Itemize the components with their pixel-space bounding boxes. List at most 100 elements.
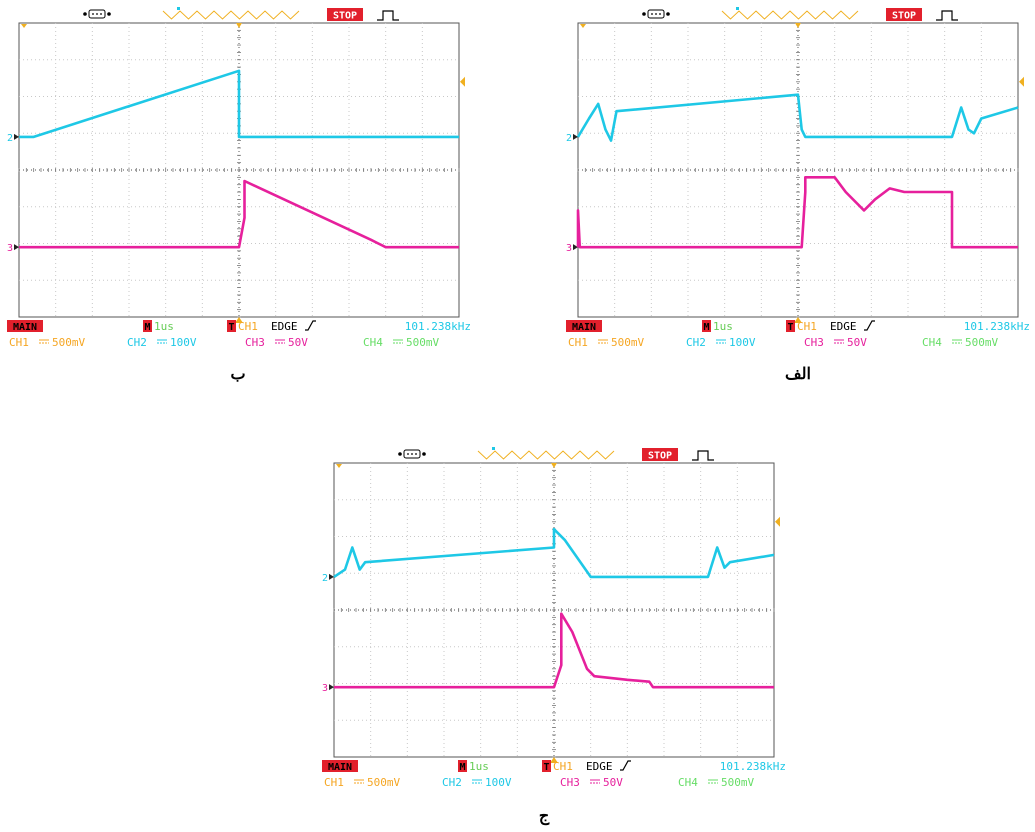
channel-scale-ch1: CH1 500mV bbox=[9, 336, 85, 349]
time-marker-label: M bbox=[144, 322, 150, 333]
channel-scale-value: 500mV bbox=[611, 336, 644, 349]
channel-scale-value: 100V bbox=[170, 336, 197, 349]
channel-arrow-icon bbox=[14, 133, 19, 140]
stop-badge bbox=[886, 8, 922, 21]
status-bar: MAIN M 1us T CH1 EDGE 101.238kHz CH1 500mV CH2 100… bbox=[566, 320, 1030, 349]
pulse-edge-icon bbox=[692, 450, 714, 461]
timebase-value: 1us bbox=[713, 320, 733, 333]
frequency-readout: 101.238kHz bbox=[720, 760, 786, 773]
channel-scale-ch4: CH4 500mV bbox=[678, 776, 754, 789]
oscilloscope-panel-b: STOP 2 3 MAIN M 1us T CH1 EDGE 101.238kHz CH1 500mV… bbox=[5, 5, 475, 355]
channel-marker-2: 2 bbox=[566, 133, 572, 144]
channel-scale-value: 500mV bbox=[367, 776, 400, 789]
trigger-position-bottom-marker bbox=[235, 317, 243, 323]
graticule bbox=[333, 462, 775, 758]
time-marker-label: M bbox=[459, 762, 465, 773]
stop-label: STOP bbox=[333, 11, 357, 22]
pulse-edge-icon bbox=[377, 10, 399, 21]
mode-label: MAIN bbox=[328, 762, 352, 773]
channel-scale-ch1: CH1 500mV bbox=[568, 336, 644, 349]
ch1-reference-marker bbox=[21, 24, 27, 28]
channel-label: CH1 bbox=[9, 336, 29, 349]
graticule bbox=[18, 22, 460, 318]
trigger-marker-label: T bbox=[228, 322, 234, 333]
scope-display: STOP 2 3 MAIN M 1us T CH1 EDGE 101.238kHz CH1 500mV… bbox=[566, 7, 1030, 349]
channel-scale-ch2: CH2 100V bbox=[686, 336, 756, 349]
channel-scale-value: 500mV bbox=[721, 776, 754, 789]
channel-marker-3: 3 bbox=[7, 243, 13, 254]
waveform-indicator-icon bbox=[477, 450, 615, 460]
main-badge bbox=[7, 320, 43, 332]
pulse-edge-icon bbox=[936, 10, 958, 21]
channel-marker-3: 3 bbox=[322, 683, 328, 694]
trigger-source: CH1 bbox=[553, 760, 573, 773]
time-marker-badge bbox=[458, 760, 467, 772]
trigger-type: EDGE bbox=[271, 320, 298, 333]
channel-label: CH3 bbox=[245, 336, 265, 349]
trigger-position-top-marker bbox=[551, 463, 557, 468]
channel-scale-ch3: CH3 50V bbox=[245, 336, 308, 349]
trigger-marker-badge bbox=[786, 320, 795, 332]
channel-scale-ch4: CH4 500mV bbox=[922, 336, 998, 349]
channel-label: CH2 bbox=[127, 336, 147, 349]
frequency-readout: 101.238kHz bbox=[964, 320, 1030, 333]
oscilloscope-panel-jim: STOP 2 3 MAIN M 1us T CH1 EDGE 101.238kHz CH1 500mV… bbox=[320, 445, 790, 795]
channel-arrow-icon bbox=[329, 684, 334, 691]
trace-ch2 bbox=[576, 93, 1019, 142]
channel-scale-value: 100V bbox=[729, 336, 756, 349]
trace-ch2 bbox=[19, 69, 459, 139]
trigger-position-marker bbox=[736, 7, 739, 10]
rising-edge-icon bbox=[305, 320, 316, 331]
caption-b: ب bbox=[230, 364, 246, 383]
trace-ch3 bbox=[19, 179, 459, 249]
trigger-marker-label: T bbox=[787, 322, 793, 333]
channel-label: CH4 bbox=[922, 336, 942, 349]
time-marker-badge bbox=[143, 320, 152, 332]
trigger-marker-badge bbox=[227, 320, 236, 332]
trigger-marker-badge bbox=[542, 760, 551, 772]
mode-label: MAIN bbox=[572, 322, 596, 333]
timebase-value: 1us bbox=[469, 760, 489, 773]
caption-alef: الف bbox=[785, 364, 811, 383]
trigger-level-marker bbox=[1019, 76, 1024, 87]
connector-icon bbox=[83, 9, 111, 19]
main-badge bbox=[566, 320, 602, 332]
trigger-source: CH1 bbox=[797, 320, 817, 333]
timebase-value: 1us bbox=[154, 320, 174, 333]
scope-display: STOP 2 3 MAIN M 1us T CH1 EDGE 101.238kHz CH1 500mV… bbox=[322, 447, 786, 789]
scope-header: STOP bbox=[83, 7, 399, 22]
channel-label: CH2 bbox=[686, 336, 706, 349]
main-badge bbox=[322, 760, 358, 772]
trigger-position-marker bbox=[492, 447, 495, 450]
oscilloscope-panel-alef: STOP 2 3 MAIN M 1us T CH1 EDGE 101.238kHz CH1 500mV… bbox=[564, 5, 1034, 355]
trigger-type: EDGE bbox=[586, 760, 613, 773]
trace-ch3 bbox=[334, 612, 774, 689]
channel-label: CH4 bbox=[363, 336, 383, 349]
channel-scale-value: 50V bbox=[603, 776, 623, 789]
channel-label: CH1 bbox=[568, 336, 588, 349]
caption-jim: ج bbox=[538, 806, 550, 825]
ch1-reference-marker bbox=[580, 24, 586, 28]
connector-icon bbox=[642, 9, 670, 19]
channel-arrow-icon bbox=[329, 573, 334, 580]
trigger-position-bottom-marker bbox=[794, 317, 802, 323]
trigger-position-bottom-marker bbox=[550, 757, 558, 763]
channel-label: CH2 bbox=[442, 776, 462, 789]
stop-label: STOP bbox=[892, 11, 916, 22]
channel-scale-ch3: CH3 50V bbox=[804, 336, 867, 349]
channel-scale-value: 500mV bbox=[52, 336, 85, 349]
channel-scale-ch1: CH1 500mV bbox=[324, 776, 400, 789]
trigger-level-marker bbox=[775, 516, 780, 527]
channel-scale-value: 500mV bbox=[965, 336, 998, 349]
channel-marker-2: 2 bbox=[322, 573, 328, 584]
waveform-indicator-icon bbox=[162, 10, 300, 20]
stop-badge bbox=[327, 8, 363, 21]
channel-marker-2: 2 bbox=[7, 133, 13, 144]
channel-scale-value: 50V bbox=[288, 336, 308, 349]
channel-arrow-icon bbox=[14, 244, 19, 251]
status-bar: MAIN M 1us T CH1 EDGE 101.238kHz CH1 500mV CH2 100… bbox=[7, 320, 471, 349]
trace-ch3 bbox=[576, 176, 1018, 249]
channel-scale-value: 500mV bbox=[406, 336, 439, 349]
trigger-type: EDGE bbox=[830, 320, 857, 333]
frequency-readout: 101.238kHz bbox=[405, 320, 471, 333]
